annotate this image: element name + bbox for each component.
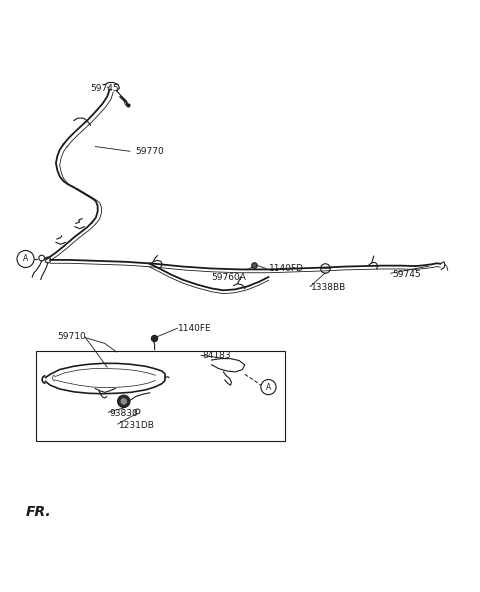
Text: 84183: 84183 xyxy=(202,351,231,360)
Text: A: A xyxy=(266,382,271,391)
Text: A: A xyxy=(23,255,28,263)
Text: 1140FD: 1140FD xyxy=(268,264,303,273)
Bar xyxy=(36,350,285,440)
Text: FR.: FR. xyxy=(25,505,51,519)
Text: 1231DB: 1231DB xyxy=(119,420,155,430)
Circle shape xyxy=(121,398,127,404)
Text: 59770: 59770 xyxy=(136,147,164,156)
Text: 59745: 59745 xyxy=(392,270,420,279)
Text: 59745: 59745 xyxy=(91,83,119,93)
Circle shape xyxy=(118,395,130,407)
Text: 1338BB: 1338BB xyxy=(311,283,347,292)
Text: 59760A: 59760A xyxy=(212,274,246,282)
Text: 93830: 93830 xyxy=(109,409,138,418)
Text: 1140FE: 1140FE xyxy=(179,324,212,333)
Text: 59710: 59710 xyxy=(57,332,86,341)
